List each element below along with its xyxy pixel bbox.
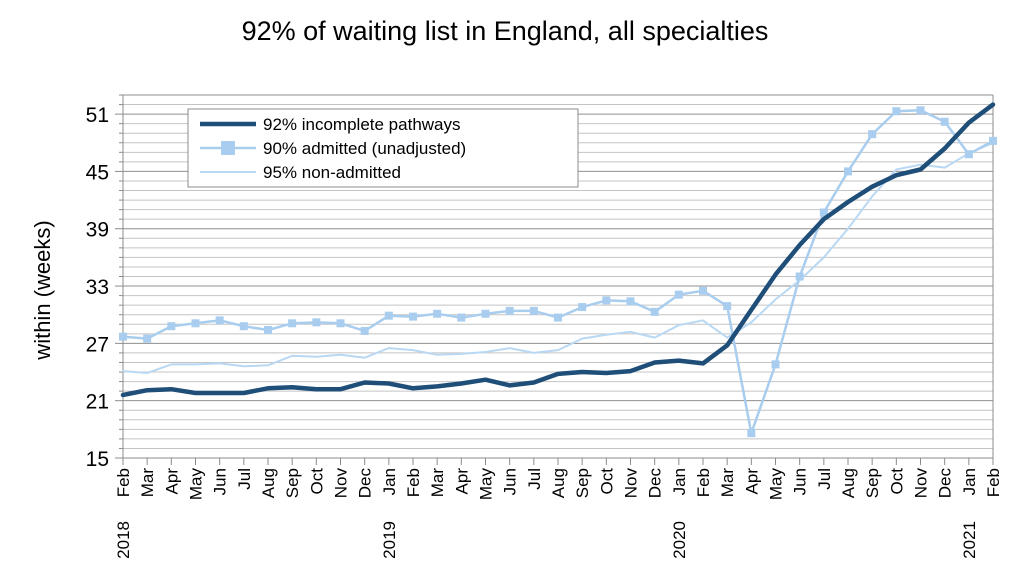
x-tick-label: Feb bbox=[984, 468, 1003, 497]
data-point-marker bbox=[868, 130, 877, 139]
legend-label: 95% non-admitted bbox=[263, 163, 401, 182]
data-point-marker bbox=[191, 319, 200, 328]
x-tick-label: Mar bbox=[138, 468, 157, 498]
y-tick-label: 45 bbox=[86, 161, 109, 184]
y-tick-label: 33 bbox=[86, 276, 109, 299]
x-tick-label: Aug bbox=[839, 468, 858, 498]
x-tick-label: Dec bbox=[646, 468, 665, 499]
series-line bbox=[122, 141, 994, 374]
x-tick-label: Feb bbox=[114, 468, 133, 497]
x-tick-label: Mar bbox=[718, 468, 737, 498]
data-point-marker bbox=[916, 106, 925, 115]
x-tick-label: Sep bbox=[573, 468, 592, 498]
data-point-marker bbox=[505, 306, 514, 315]
data-point-marker bbox=[239, 322, 248, 331]
x-tick-label: Jan bbox=[380, 468, 399, 495]
x-tick-label: Jul bbox=[815, 468, 834, 490]
x-tick-label: Jan bbox=[670, 468, 689, 495]
x-axis-ticks: Feb Mar Apr May Jun Jul Aug Sep Oct Nov Dec Jan Feb M… bbox=[114, 458, 1003, 559]
data-point-marker bbox=[481, 309, 490, 318]
x-tick-label: Aug bbox=[549, 468, 568, 498]
data-point-marker bbox=[119, 332, 127, 341]
data-point-marker bbox=[819, 208, 828, 217]
series-lines bbox=[119, 102, 997, 438]
data-point-marker bbox=[795, 272, 804, 281]
data-point-marker bbox=[674, 290, 683, 299]
series-line bbox=[120, 102, 996, 398]
y-axis-ticks: 15 21 27 33 39 45 51 bbox=[86, 94, 123, 471]
gridlines bbox=[123, 104, 993, 449]
data-point-marker bbox=[264, 325, 272, 334]
y-tick-label: 39 bbox=[86, 219, 109, 242]
x-tick-label: May bbox=[767, 468, 786, 501]
data-point-marker bbox=[964, 150, 973, 159]
legend-marker bbox=[221, 141, 235, 155]
data-point-marker bbox=[529, 306, 538, 315]
data-point-marker bbox=[384, 311, 393, 320]
data-point-marker bbox=[312, 318, 321, 327]
x-tick-label: Oct bbox=[597, 468, 616, 495]
x-tick-label: May bbox=[477, 468, 496, 501]
data-point-marker bbox=[336, 319, 345, 328]
x-tick-label: Apr bbox=[452, 468, 471, 495]
x-tick-label: Dec bbox=[936, 468, 955, 499]
data-point-marker bbox=[626, 297, 635, 306]
data-point-marker bbox=[409, 312, 417, 321]
x-tick-label: Apr bbox=[742, 468, 761, 495]
x-tick-label: Oct bbox=[307, 468, 326, 495]
data-point-marker bbox=[989, 136, 997, 145]
x-tick-label: Dec bbox=[356, 468, 375, 499]
chart-title: 92% of waiting list in England, all spec… bbox=[241, 16, 769, 46]
y-tick-label: 51 bbox=[86, 104, 109, 127]
y-tick-label: 15 bbox=[86, 448, 109, 471]
data-point-marker bbox=[288, 319, 297, 328]
x-year-label: 2018 bbox=[114, 521, 133, 559]
legend-label: 90% admitted (unadjusted) bbox=[263, 139, 466, 158]
data-point-marker bbox=[940, 117, 949, 126]
x-tick-label: Jun bbox=[501, 468, 520, 495]
x-tick-label: Oct bbox=[887, 468, 906, 495]
y-tick-label: 27 bbox=[86, 333, 109, 356]
data-point-marker bbox=[433, 309, 442, 318]
data-point-marker bbox=[650, 307, 659, 316]
x-year-label: 2019 bbox=[380, 521, 399, 559]
data-point-marker bbox=[578, 303, 587, 312]
x-tick-label: May bbox=[187, 468, 206, 501]
data-point-marker bbox=[167, 322, 176, 331]
x-tick-label: Mar bbox=[428, 468, 447, 498]
x-year-label: 2021 bbox=[960, 521, 979, 559]
x-tick-label: Sep bbox=[283, 468, 302, 498]
x-tick-label: Jul bbox=[525, 468, 544, 490]
data-point-marker bbox=[747, 429, 756, 438]
x-tick-label: Jan bbox=[960, 468, 979, 495]
x-tick-label: Sep bbox=[863, 468, 882, 498]
data-point-marker bbox=[844, 167, 852, 176]
data-point-marker bbox=[602, 296, 611, 305]
x-tick-label: Nov bbox=[332, 468, 351, 499]
y-tick-label: 21 bbox=[86, 391, 109, 414]
data-point-marker bbox=[360, 326, 369, 335]
x-year-label: 2020 bbox=[670, 521, 689, 559]
x-tick-label: Feb bbox=[694, 468, 713, 497]
data-point-marker bbox=[457, 313, 466, 322]
x-tick-label: Jun bbox=[791, 468, 810, 495]
data-point-marker bbox=[215, 316, 224, 325]
data-point-marker bbox=[143, 334, 152, 343]
y-axis-label: within (weeks) bbox=[30, 220, 55, 360]
data-point-marker bbox=[771, 360, 780, 369]
data-point-marker bbox=[554, 313, 562, 322]
x-tick-label: Feb bbox=[404, 468, 423, 497]
data-point-marker bbox=[892, 107, 901, 116]
x-tick-label: Apr bbox=[162, 468, 181, 495]
data-point-marker bbox=[723, 302, 732, 311]
x-tick-label: Jul bbox=[235, 468, 254, 490]
x-tick-label: Aug bbox=[259, 468, 278, 498]
legend: 92% incomplete pathways 90% admitted (una… bbox=[187, 108, 579, 188]
x-tick-label: Nov bbox=[912, 468, 931, 499]
legend-label: 92% incomplete pathways bbox=[263, 115, 461, 134]
x-tick-label: Nov bbox=[622, 468, 641, 499]
x-tick-label: Jun bbox=[211, 468, 230, 495]
data-point-marker bbox=[699, 286, 707, 295]
